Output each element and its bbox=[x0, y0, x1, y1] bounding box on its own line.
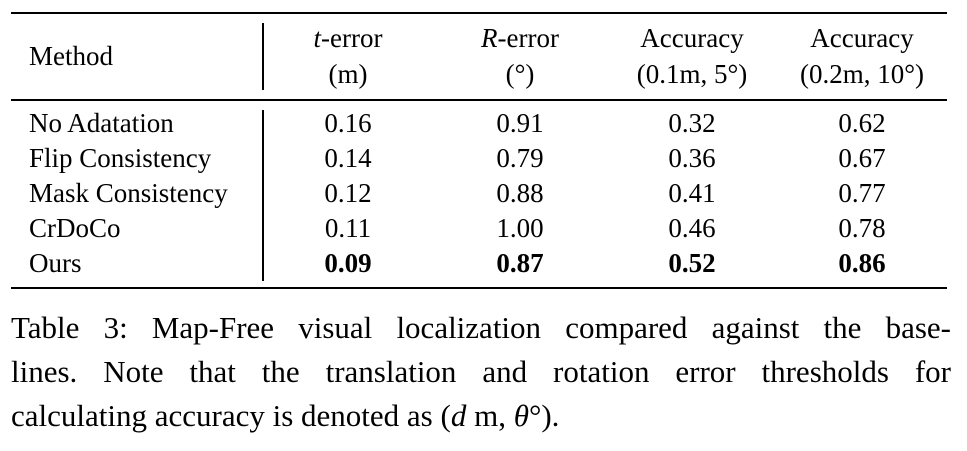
row-accuracy-1: 0.36 bbox=[668, 143, 716, 173]
table-caption: Table 3: Map-Free visual localization co… bbox=[11, 306, 951, 438]
caption-math-d: d bbox=[450, 398, 467, 433]
table-top-rule bbox=[11, 12, 947, 14]
row-accuracy-2: 0.77 bbox=[838, 178, 886, 208]
row-r-error: 0.79 bbox=[496, 143, 544, 173]
header-r-error: R-error bbox=[481, 22, 559, 54]
row-r-error: 1.00 bbox=[496, 213, 544, 243]
row-method: Flip Consistency bbox=[29, 143, 212, 173]
caption-line-1: Table 3: Map-Free visual localization co… bbox=[11, 310, 951, 345]
caption-math-m: m, bbox=[466, 398, 514, 433]
header-r-error-label: -error bbox=[497, 23, 559, 53]
row-r-error: 0.91 bbox=[496, 108, 544, 138]
header-r-error-unit: (°) bbox=[505, 59, 535, 89]
row-accuracy-2: 0.62 bbox=[838, 108, 886, 138]
row-t-error: 0.16 bbox=[324, 108, 372, 138]
header-accuracy-2: Accuracy bbox=[810, 23, 914, 53]
table-bottom-rule bbox=[11, 287, 947, 289]
header-vertical-rule bbox=[262, 23, 264, 90]
caption-line-3: calculating accuracy is denoted as (d m,… bbox=[11, 394, 951, 438]
row-accuracy-2-best: 0.86 bbox=[838, 248, 886, 278]
row-accuracy-1-best: 0.52 bbox=[668, 248, 716, 278]
caption-math-open: ( bbox=[440, 398, 451, 433]
row-accuracy-2: 0.67 bbox=[838, 143, 886, 173]
header-method: Method bbox=[29, 41, 113, 71]
header-t-error-unit: (m) bbox=[328, 59, 368, 89]
row-method: CrDoCo bbox=[29, 213, 121, 243]
header-t-error-var: t bbox=[313, 23, 322, 53]
row-t-error: 0.14 bbox=[324, 143, 372, 173]
header-t-error-label: -error bbox=[321, 23, 383, 53]
caption-line-3-text: calculating accuracy is denoted as bbox=[11, 398, 441, 433]
header-t-error: t-error bbox=[314, 22, 383, 54]
row-t-error-best: 0.09 bbox=[324, 248, 372, 278]
row-r-error: 0.88 bbox=[496, 178, 544, 208]
table-header-rule bbox=[11, 99, 947, 101]
row-t-error: 0.12 bbox=[324, 178, 372, 208]
caption-line-2: lines. Note that the translation and rot… bbox=[11, 354, 951, 389]
header-accuracy-1-unit: (0.1m, 5°) bbox=[636, 59, 748, 89]
row-accuracy-2: 0.78 bbox=[838, 213, 886, 243]
caption-math-close: °). bbox=[528, 398, 560, 433]
row-accuracy-1: 0.41 bbox=[668, 178, 716, 208]
row-method: Mask Consistency bbox=[29, 178, 228, 208]
row-accuracy-1: 0.32 bbox=[668, 108, 716, 138]
body-vertical-rule bbox=[262, 110, 264, 281]
header-accuracy-2-unit: (0.2m, 10°) bbox=[799, 59, 925, 89]
header-accuracy-1: Accuracy bbox=[640, 23, 744, 53]
row-method: No Adatation bbox=[29, 108, 174, 138]
row-method: Ours bbox=[29, 248, 82, 278]
caption-math-theta: θ bbox=[513, 398, 529, 433]
row-r-error-best: 0.87 bbox=[496, 248, 544, 278]
row-accuracy-1: 0.46 bbox=[668, 213, 716, 243]
row-t-error: 0.11 bbox=[324, 213, 372, 243]
header-r-error-var: R bbox=[481, 23, 498, 53]
